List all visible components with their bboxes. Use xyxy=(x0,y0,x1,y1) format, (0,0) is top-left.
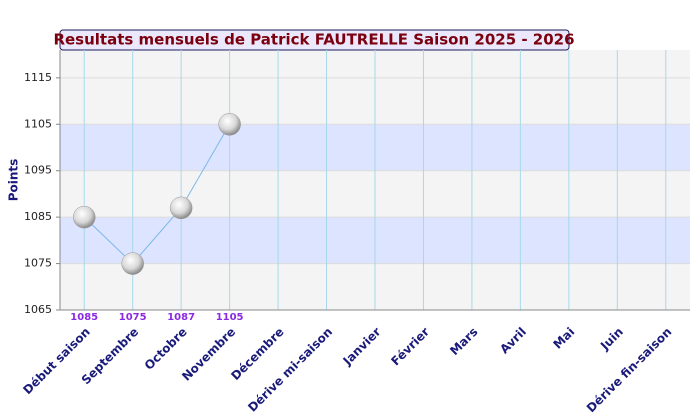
y-tick-label: 1085 xyxy=(24,210,52,223)
x-tick-label: Juin xyxy=(597,325,626,354)
y-axis-label: Points xyxy=(7,159,21,202)
x-tick-label: Avril xyxy=(497,325,529,357)
marker xyxy=(72,205,96,229)
title-box xyxy=(59,29,570,51)
marker xyxy=(121,252,144,275)
marker xyxy=(169,196,193,220)
y-tick-label: 1115 xyxy=(24,71,52,84)
y-tick-label: 1075 xyxy=(24,257,52,270)
y-tick-label: 1095 xyxy=(24,164,52,177)
line xyxy=(83,124,231,265)
y-tick-label: 1065 xyxy=(24,303,52,316)
x-tick-label: Début saison xyxy=(20,325,92,397)
x-tick-label: Dérive fin-saison xyxy=(584,325,674,415)
x-tick-label: Février xyxy=(388,325,432,369)
x-tick-label: Mars xyxy=(447,325,480,358)
value-label: 1105 xyxy=(216,312,244,323)
marker xyxy=(218,113,241,136)
x-tick-label: Dérive mi-saison xyxy=(245,325,335,415)
x-tick-label: Mai xyxy=(550,325,577,352)
value-label: 1087 xyxy=(167,312,195,323)
chart-title: Resultats mensuels de Patrick FAUTRELLE … xyxy=(53,31,574,49)
x-tick-label: Janvier xyxy=(340,325,384,369)
y-tick-label: 1105 xyxy=(24,117,52,130)
x-tick-label: Octobre xyxy=(142,325,190,373)
value-label: 1085 xyxy=(70,312,98,323)
value-label: 1075 xyxy=(119,312,147,323)
